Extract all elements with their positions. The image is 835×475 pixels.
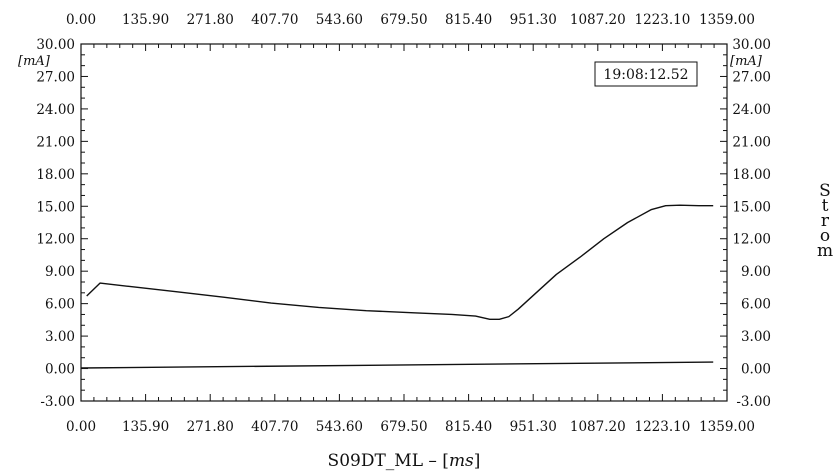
y-tick-label-left: 30.00	[36, 37, 75, 53]
y-axis-label-right-char: t	[822, 196, 829, 216]
x-tick-label-bottom: 1223.10	[634, 419, 690, 435]
x-tick-label-bottom: 1359.00	[699, 419, 755, 435]
x-tick-label-bottom: 679.50	[380, 419, 427, 435]
y-tick-label-left: 9.00	[45, 264, 75, 280]
x-tick-marks	[80, 44, 728, 401]
x-axis-label-unit: ms	[449, 451, 474, 471]
y-tick-marks	[81, 43, 727, 402]
x-tick-label-top: 0.00	[66, 12, 96, 28]
series-line-2	[80, 361, 714, 369]
x-tick-label-top: 951.30	[510, 12, 557, 28]
y-tick-label-right: -3.00	[736, 394, 771, 410]
y-tick-label-right: 6.00	[741, 297, 771, 313]
y-tick-label-left: 6.00	[45, 297, 75, 313]
x-tick-label-top: 1087.20	[570, 12, 626, 28]
x-tick-label-bottom: 543.60	[316, 419, 363, 435]
x-tick-label-bottom: 1087.20	[570, 419, 626, 435]
x-tick-label-bottom: 951.30	[510, 419, 557, 435]
y-tick-label-left: 3.00	[45, 329, 75, 345]
x-axis-label: S09DT_ML – [ms]	[328, 451, 481, 471]
series-lines	[80, 204, 714, 369]
y-tick-label-left: 12.00	[36, 232, 75, 248]
x-axis-label-prefix: S09DT_ML – [	[328, 451, 449, 471]
x-tick-label-bottom: 815.40	[445, 419, 492, 435]
x-tick-label-bottom: 0.00	[66, 419, 96, 435]
y-tick-label-left: 15.00	[36, 199, 75, 215]
x-tick-label-top: 1223.10	[634, 12, 690, 28]
y-tick-label-right: 27.00	[732, 69, 771, 85]
y-tick-label-right: 21.00	[732, 134, 771, 150]
x-tick-label-top: 815.40	[445, 12, 492, 28]
y-tick-label-left: 21.00	[36, 134, 75, 150]
y-axis-label-right-char: r	[821, 211, 830, 231]
y-tick-label-left: 0.00	[45, 362, 75, 378]
x-tick-label-top: 271.80	[187, 12, 234, 28]
y-axis-label-right-char: S	[819, 181, 831, 201]
y-axis-label-right-char: o	[820, 226, 830, 246]
x-tick-label-top: 135.90	[122, 12, 169, 28]
timestamp-box: 19:08:12.52	[594, 61, 698, 87]
y-unit-label-right: [mA]	[730, 54, 763, 69]
y-tick-label-right: 9.00	[741, 264, 771, 280]
y-tick-label-right: 24.00	[732, 102, 771, 118]
series-line-1	[86, 204, 714, 321]
y-tick-label-left: 24.00	[36, 102, 75, 118]
x-tick-label-top: 543.60	[316, 12, 363, 28]
y-tick-label-right: 12.00	[732, 232, 771, 248]
x-tick-label-bottom: 135.90	[122, 419, 169, 435]
x-tick-labels-top: 0.00 135.90 271.80 407.70 543.60 679.50 815.40…	[66, 12, 755, 28]
y-tick-label-left: 18.00	[36, 167, 75, 183]
x-tick-labels-bottom: 0.00 135.90 271.80 407.70 543.60 679.50 815.40…	[66, 419, 755, 435]
y-tick-label-right: 0.00	[741, 362, 771, 378]
y-tick-labels-left: 30.00 27.00 24.00 21.00 18.00 15.00 12.00 9.00 6…	[36, 37, 75, 410]
y-tick-label-right: 3.00	[741, 329, 771, 345]
y-unit-label-left: [mA]	[18, 54, 51, 69]
x-tick-label-bottom: 407.70	[251, 419, 298, 435]
x-tick-label-bottom: 271.80	[187, 419, 234, 435]
y-tick-labels-right: 30.00 27.00 24.00 21.00 18.00 15.00 12.00 9.00 6…	[732, 37, 771, 410]
x-tick-label-top: 1359.00	[699, 12, 755, 28]
x-tick-label-top: 407.70	[251, 12, 298, 28]
y-tick-label-left: -3.00	[40, 394, 75, 410]
y-tick-label-right: 30.00	[732, 37, 771, 53]
y-axis-label-right-char: m	[817, 241, 833, 261]
plot-frame	[80, 43, 728, 402]
y-tick-label-left: 27.00	[36, 69, 75, 85]
x-tick-label-top: 679.50	[380, 12, 427, 28]
y-tick-label-right: 15.00	[732, 199, 771, 215]
timestamp-text: 19:08:12.52	[603, 67, 688, 83]
y-tick-label-right: 18.00	[732, 167, 771, 183]
x-axis-label-suffix: ]	[474, 451, 481, 471]
